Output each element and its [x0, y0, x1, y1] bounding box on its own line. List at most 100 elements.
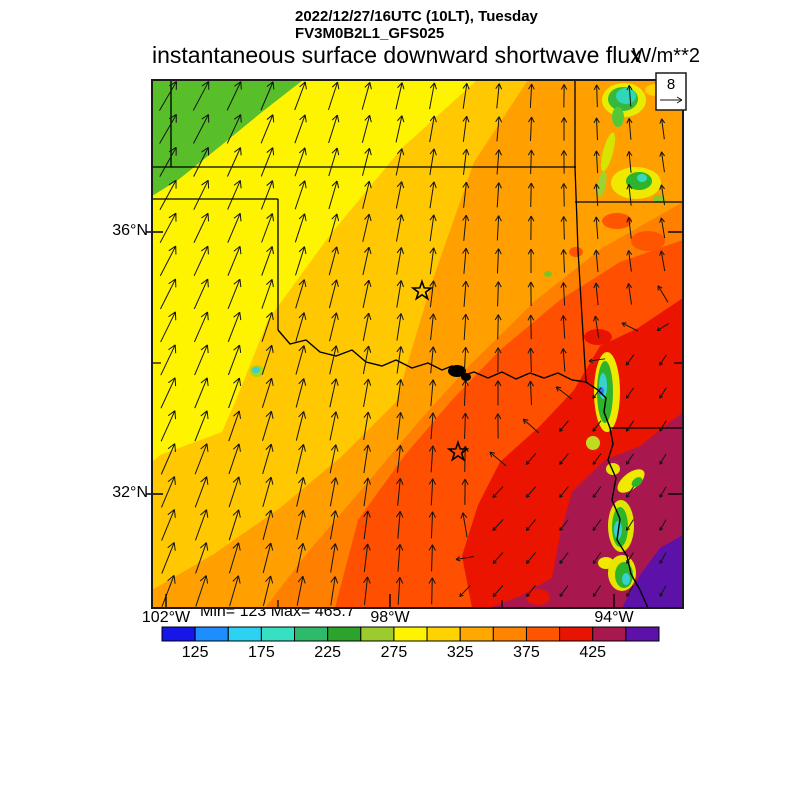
wind-arrow	[626, 217, 633, 239]
wind-arrow	[294, 114, 307, 144]
wind-arrow	[194, 377, 209, 409]
wind-arrow	[193, 179, 210, 210]
wind-arrow	[396, 313, 404, 341]
wind-arrow	[226, 114, 242, 144]
wind-arrow	[428, 544, 436, 572]
wind-arrow	[260, 114, 275, 144]
wind-arrow	[429, 214, 437, 242]
wind-arrow	[626, 283, 633, 305]
wind-arrow	[461, 346, 469, 373]
wind-arrow	[659, 453, 667, 465]
wind-arrow	[228, 509, 241, 541]
wind-arrow	[492, 585, 504, 598]
wind-arrow	[626, 552, 634, 564]
wind-arrow	[159, 212, 177, 244]
wind-arrow	[160, 311, 177, 343]
wind-arrow	[592, 453, 602, 465]
rivers	[277, 329, 649, 608]
wind-arrow	[194, 410, 209, 442]
colorbar	[161, 626, 660, 642]
wind-arrow	[363, 378, 372, 408]
wind-arrow	[159, 245, 177, 277]
wind-arrow	[494, 314, 502, 340]
wind-arrow	[160, 410, 177, 442]
wind-arrow	[593, 216, 600, 240]
wind-arrow	[659, 250, 666, 272]
model-run-title: FV3M0B2L1_GFS025	[295, 25, 445, 42]
flux-band-purple-450	[622, 535, 683, 608]
wind-arrow	[228, 410, 242, 442]
colorbar-tick-label: 175	[248, 644, 275, 661]
wind-arrow	[296, 477, 306, 507]
wind-arrow	[362, 147, 372, 176]
wind-arrow	[328, 279, 339, 309]
state-borders	[152, 80, 683, 429]
wind-arrow	[396, 379, 404, 407]
x-axis-label: 102°W	[141, 609, 191, 626]
wind-arrow	[193, 114, 210, 144]
wind-arrow	[462, 280, 470, 307]
cloud-patch	[584, 329, 612, 345]
wind-arrow	[659, 486, 667, 498]
wind-arrow	[160, 443, 176, 475]
wind-arrow	[494, 380, 502, 406]
wind-arrow	[625, 453, 634, 465]
colorbar-tick-label: 125	[181, 644, 209, 661]
wind-arrow	[495, 182, 502, 208]
colorbar-segment	[294, 626, 329, 642]
wind-arrow	[227, 245, 242, 276]
wind-arrow	[592, 486, 602, 498]
wind-arrow	[260, 81, 275, 111]
wind-arrow	[262, 476, 274, 508]
wind-arrow	[429, 379, 437, 407]
lake-texoma	[448, 365, 466, 377]
wind-arrow	[262, 410, 274, 441]
wind-arrow	[329, 312, 339, 342]
units-label: W/m**2	[632, 45, 700, 67]
wind-arrow	[560, 282, 567, 306]
wind-arrow	[396, 247, 405, 275]
wind-arrow	[329, 378, 339, 408]
wind-arrow	[229, 575, 241, 607]
wind-arrow	[294, 213, 307, 243]
wind-arrow	[261, 311, 274, 342]
wind-arrow	[461, 412, 469, 439]
wind-arrow	[492, 519, 504, 531]
wind-arrow	[194, 344, 209, 376]
cloud-patch	[586, 436, 600, 450]
y-axis-label: 36°N	[112, 222, 148, 239]
wind-arrow	[260, 180, 275, 210]
wind-arrow	[428, 478, 437, 506]
wind-arrow	[328, 180, 340, 210]
wind-arrow	[195, 575, 209, 607]
colorbar-tick-label: 225	[314, 644, 341, 661]
wind-arrow	[159, 146, 177, 177]
wind-arrow	[227, 278, 242, 309]
wind-arrow	[592, 420, 602, 432]
wind-arrow	[560, 348, 567, 372]
cloud-patch	[526, 589, 550, 605]
colorbar-tick-label: 375	[513, 644, 540, 661]
wind-arrow	[228, 443, 241, 475]
wind-arrow	[159, 278, 177, 310]
wind-arrow	[328, 147, 340, 177]
wind-arrow	[363, 411, 372, 441]
cloud-patch	[617, 469, 645, 493]
map-frame	[151, 79, 684, 609]
wind-arrow	[462, 82, 470, 109]
wind-arrow	[161, 509, 176, 541]
wind-arrow	[329, 477, 339, 507]
wind-arrow	[462, 181, 470, 208]
wind-arrow	[396, 346, 404, 374]
plot-title: instantaneous surface downward shortwave…	[152, 42, 642, 68]
wind-arrow	[495, 83, 503, 109]
wind-arrow	[362, 345, 372, 375]
wind-arrow	[396, 445, 404, 473]
wind-arrow	[492, 486, 504, 498]
wind-arrow	[527, 380, 535, 406]
colorbar-segment	[625, 626, 660, 642]
wind-arrow	[560, 183, 568, 207]
cloud-patch	[631, 477, 643, 487]
